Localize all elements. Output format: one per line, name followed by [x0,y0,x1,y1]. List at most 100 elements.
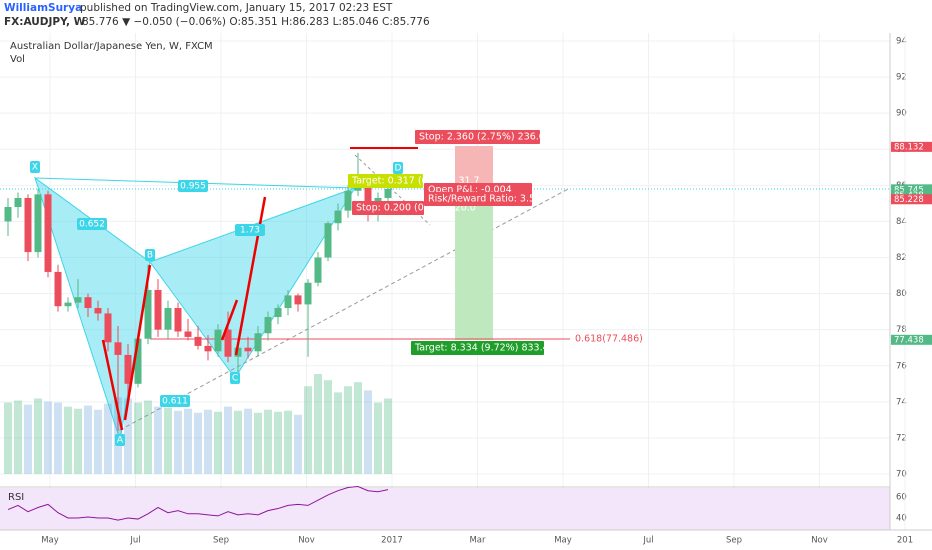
symbol: FX:AUDJPY, W [4,16,86,28]
rsi-pane [0,488,890,530]
y-tick-label: 74 [896,397,907,407]
candle-body [184,331,192,337]
x-tick-label: Sep [213,536,229,546]
candle-body [294,295,302,305]
author[interactable]: WilliamSurya [4,2,82,14]
volume-bar [274,411,282,474]
x-tick-label: Sep [726,536,742,546]
chart-title: Australian Dollar/Japanese Yen, W, FXCM [10,41,213,52]
pattern-ratio: 0.652 [79,220,105,230]
volume-bar [134,402,142,474]
candle-body [174,308,182,332]
pattern-point: C [232,374,238,384]
x-tick-label: Nov [298,536,315,546]
pattern-point: X [32,163,38,173]
volume-bar [304,386,312,474]
x-tick-label: Jul [642,536,653,546]
candle-body [364,187,372,213]
volume-bar [154,406,162,474]
rsi-tick-label: 40 [896,514,907,524]
volume-bar [24,404,32,474]
candle-body [44,194,52,272]
volume-bar [14,400,22,474]
candle-body [384,188,392,198]
volume-bar [254,412,262,474]
volume-bar [104,403,112,474]
volume-bar [324,380,332,474]
published: published on TradingView.com, January 15… [80,2,393,14]
x-tick-label: Mar [469,536,486,546]
candle-body [344,190,352,211]
volume-bar [64,406,72,474]
rsi-legend: RSI [8,492,24,503]
pattern-point-bg [30,161,40,173]
pattern-point-bg [115,434,125,446]
x-tick-label: May [554,536,572,546]
volume-bar [264,409,272,474]
volume-bar [214,411,222,474]
candle-body [94,308,102,314]
candle-body [284,295,292,309]
y-tick-label: 72 [896,433,907,443]
volume-bar [164,407,172,474]
pattern-ratio: 1.73 [240,226,260,236]
candle-body [254,333,262,352]
rsi-tick-label: 60 [896,493,907,503]
candle-body [324,223,332,258]
candle-body [24,197,32,253]
ratio-bg [77,218,107,230]
volume-bar [54,402,62,474]
price-label-bg [891,184,932,195]
pattern-point: B [147,251,153,261]
y-tick-label: 70 [896,470,907,480]
candle-body [234,347,242,357]
volume-bar [144,400,152,474]
candle-body [74,297,82,303]
price-label-bg [891,141,932,152]
y-tick-label: 92 [896,73,907,83]
y-tick-label: 80 [896,289,907,299]
candle-body [224,329,232,357]
pattern-ratio: 0.611 [162,397,188,407]
volume-bar [284,410,292,474]
pattern-point-bg [230,372,240,384]
candle-body [314,257,322,283]
volume-bar [194,412,202,474]
ratio-bg [160,395,190,407]
volume-bar [84,405,92,474]
volume-bar [34,398,42,474]
drawn-line [123,264,152,421]
candle-body [334,210,342,224]
volume-bar [334,392,342,474]
volume-bar [224,406,232,474]
pattern-point-bg [145,249,155,261]
candle-body [114,342,122,355]
volume-bar [384,398,392,474]
volume-bar [174,410,182,474]
candle-body [154,289,162,330]
pattern-ratio: 0.955 [180,182,206,192]
candle-body [64,302,72,307]
x-tick-label: May [41,536,59,546]
candle-body [164,308,172,330]
target-zone [455,188,493,340]
candle-body [244,347,252,352]
risk_reward-bg [424,192,532,206]
candle-body [124,354,132,384]
small_target: Target: 0.317 (0.37%) 31.7 [351,176,480,187]
quote: 85.776 ▼ −0.050 (−0.06%) O:85.351 H:86.2… [82,16,430,28]
candle-body [14,197,22,207]
x-tick-label: 201 [897,536,913,546]
drawn-line [220,299,239,341]
drawn-line [234,196,267,356]
stop-zone [455,146,493,188]
price-label: 88.132 [894,142,924,152]
volume-bar [124,398,132,474]
rsi-line [7,485,389,521]
candle-body [104,313,112,343]
pattern-point: D [395,164,402,174]
y-tick-label: 84 [896,217,907,227]
price-label: 85.228 [894,195,924,205]
volume-bar [94,409,102,474]
volume-bar [294,414,302,474]
